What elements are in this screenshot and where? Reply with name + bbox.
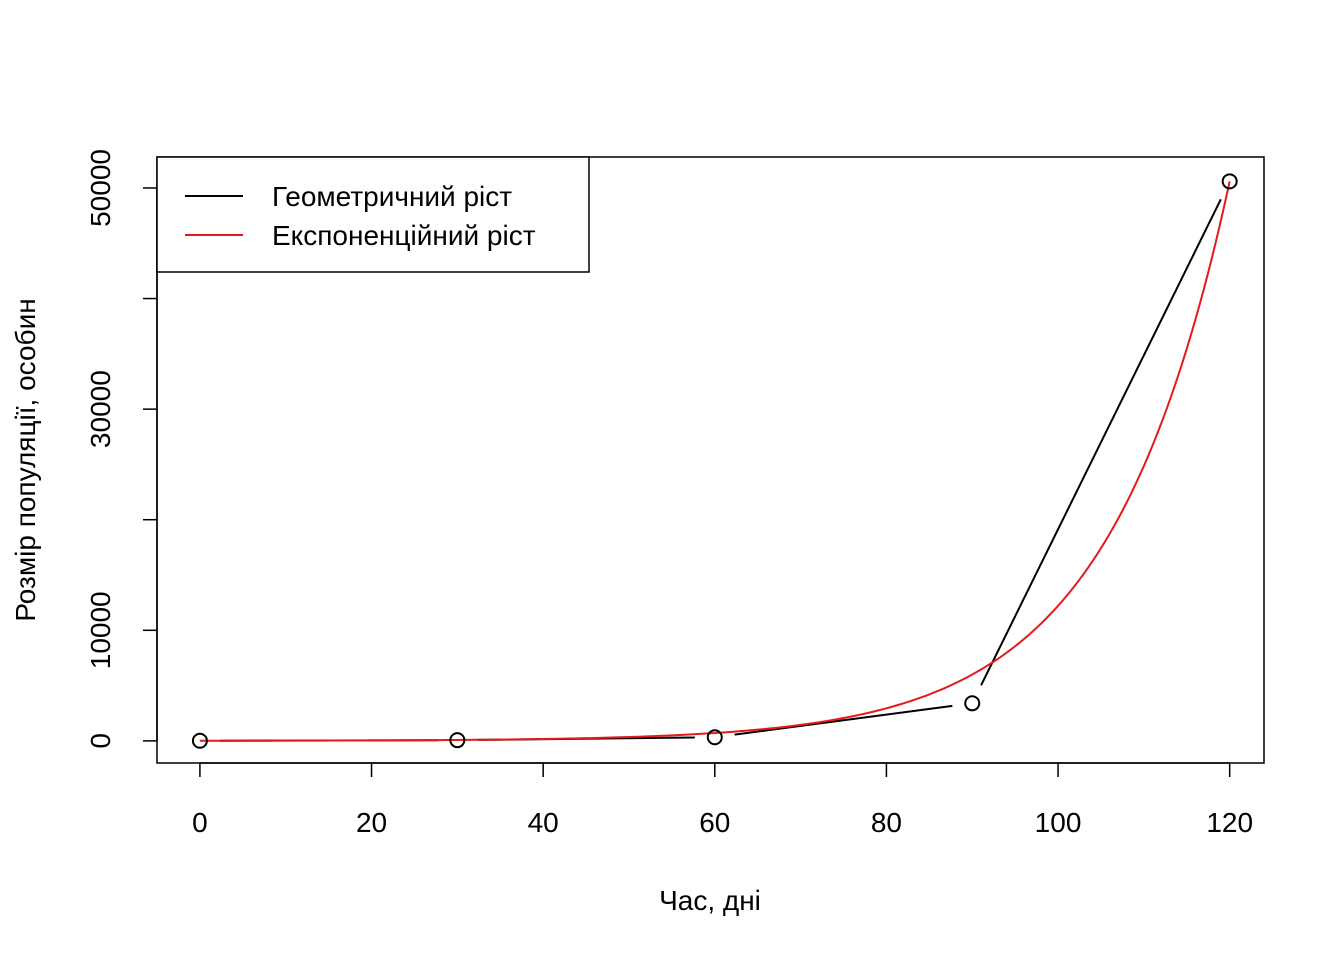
y-axis: 0 10000 30000 50000 [85,149,158,749]
x-tick-label: 120 [1206,807,1253,838]
y-tick-label: 30000 [85,370,116,448]
geometric-point [191,732,208,749]
geometric-segment [734,704,953,736]
geometric-point [964,695,981,712]
x-tick-label: 20 [356,807,387,838]
y-tick-label: 10000 [85,591,116,669]
geometric-point [706,729,723,746]
x-tick-label: 100 [1035,807,1082,838]
geometric-point [1221,173,1238,190]
geometric-point [449,732,466,749]
x-tick-label: 40 [528,807,559,838]
legend-label-exponential: Експоненційний ріст [272,220,536,251]
x-tick-label: 60 [699,807,730,838]
series-layer [191,173,1238,749]
legend-box [156,156,590,273]
x-axis-title: Час, дні [659,885,761,916]
legend-label-geometric: Геометричний ріст [272,181,512,212]
legend: Геометричний ріст Експоненційний ріст [156,156,590,273]
y-tick-label: 50000 [85,149,116,227]
geometric-segment [980,198,1222,686]
y-tick-label: 0 [85,733,116,749]
x-tick-label: 80 [871,807,902,838]
exponential-curve [199,181,1231,742]
x-axis: 0 20 40 60 80 100 120 [192,762,1253,838]
x-tick-label: 0 [192,807,208,838]
y-axis-title: Розмір популяції, особин [10,298,41,621]
